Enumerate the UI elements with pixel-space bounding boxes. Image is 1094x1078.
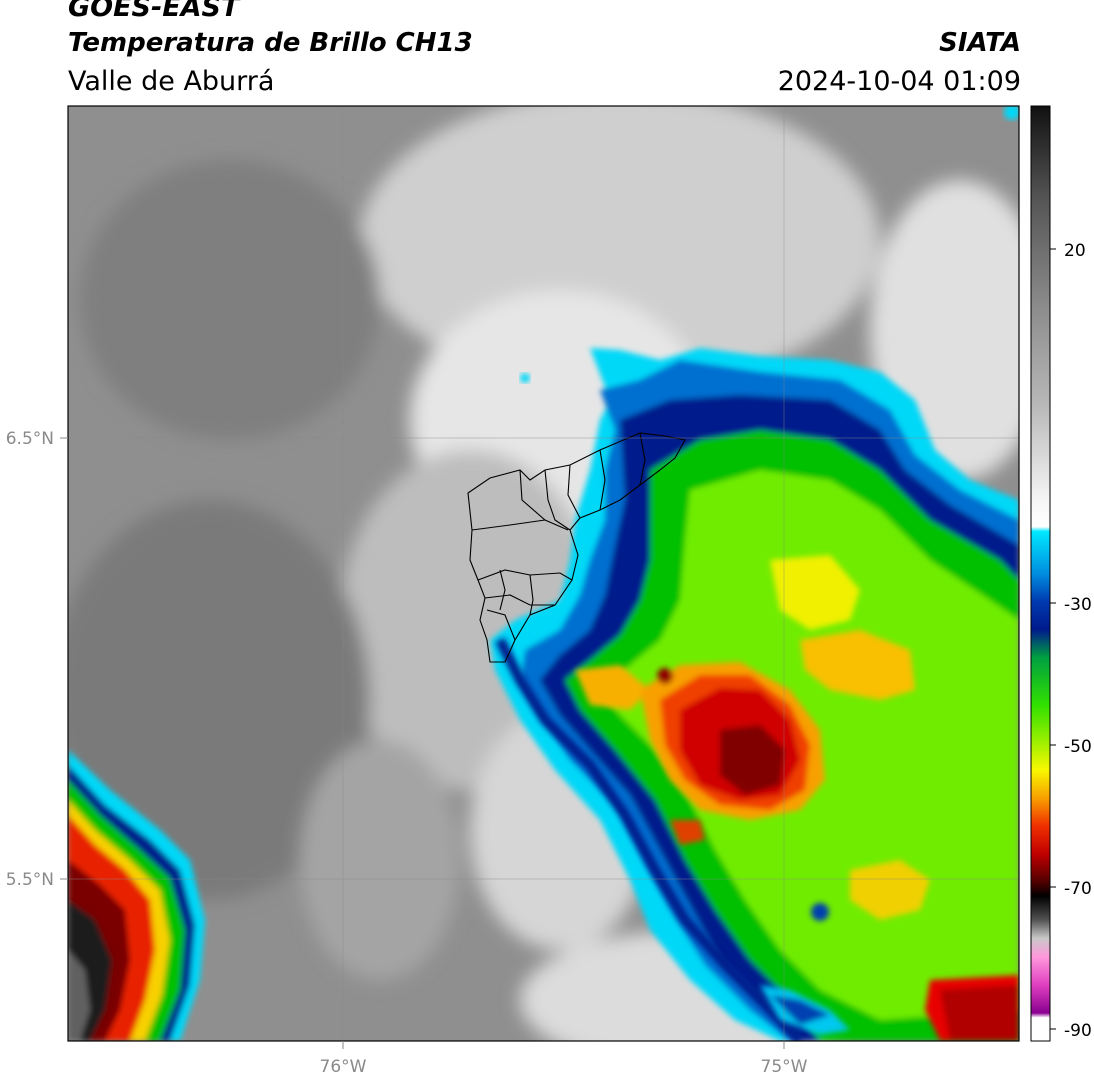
colorbar-tick-minus90: -90 [1064,1021,1092,1041]
lat-tick-6-5n: 6.5°N [6,429,54,449]
colorbar-tick-minus30: -30 [1064,595,1092,615]
municipal-boundaries [467,432,686,663]
organization-name: SIATA [939,28,1021,58]
colorbar-tick-20: 20 [1064,241,1086,261]
satellite-name: GOES-EAST [68,0,240,23]
map-frame [67,105,1020,1042]
colorbar-gradient [1030,105,1051,1042]
lon-tick-76w: 76°W [320,1057,367,1077]
colorbar-tick-minus50: -50 [1064,737,1092,757]
colorbar: 20 -30 -50 -70 -90 [1030,105,1092,1042]
product-title: Temperatura de Brillo CH13 [68,28,473,58]
colorbar-tick-minus70: -70 [1064,879,1092,899]
region-name: Valle de Aburrá [68,66,275,97]
satellite-imagery [68,106,1019,1041]
lat-tick-5-5n: 5.5°N [6,870,54,890]
map-gridlines [68,106,1019,1041]
lon-tick-75w: 75°W [761,1057,808,1077]
datetime-stamp: 2024-10-04 01:09 [777,66,1021,97]
